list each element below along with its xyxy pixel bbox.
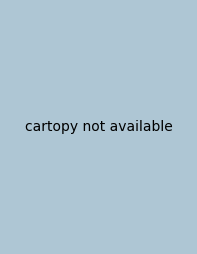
Text: cartopy not available: cartopy not available xyxy=(25,120,172,134)
